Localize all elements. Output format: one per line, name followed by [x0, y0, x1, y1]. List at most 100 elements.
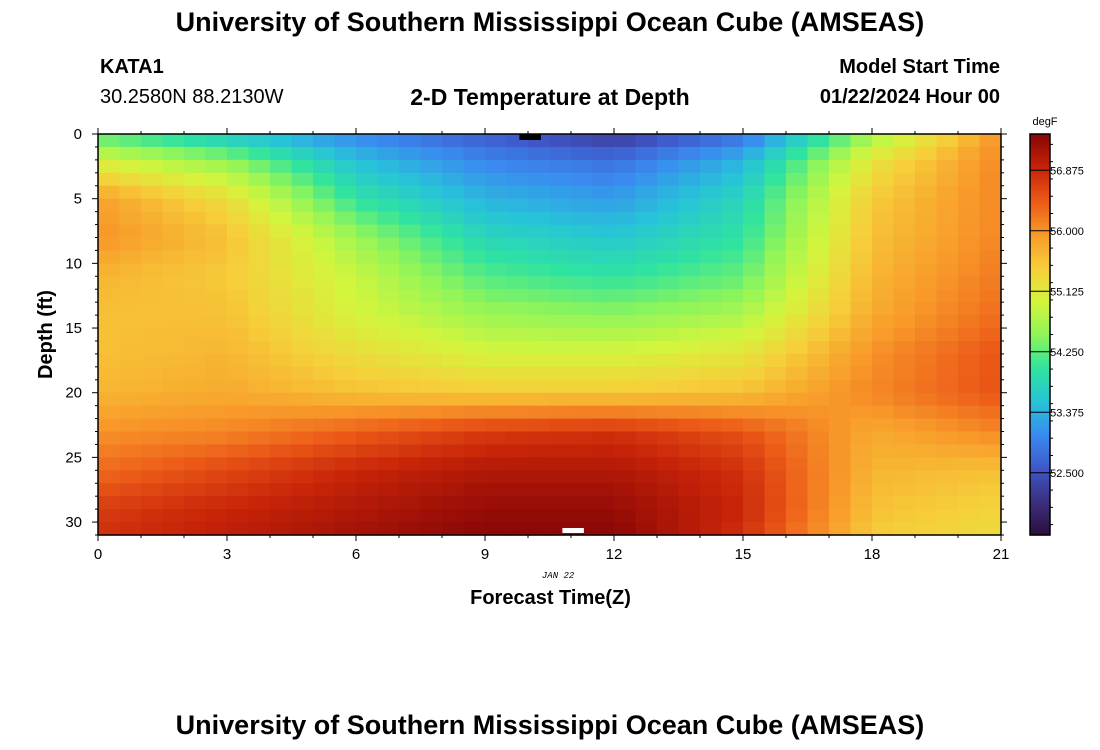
heatmap-cell — [958, 509, 981, 523]
heatmap-cell — [356, 405, 379, 420]
heatmap-cell — [786, 263, 809, 277]
surface-marker — [519, 134, 541, 140]
heatmap-cell — [205, 470, 228, 484]
heatmap-cell — [248, 483, 271, 497]
heatmap-cell — [807, 405, 830, 420]
heatmap-cell — [162, 159, 185, 174]
heatmap-cell — [205, 211, 228, 226]
colorbar-segment — [1030, 360, 1050, 364]
heatmap-cell — [141, 172, 164, 187]
colorbar-segment — [1030, 384, 1050, 388]
heatmap-cell — [205, 315, 228, 329]
heatmap-cell — [958, 289, 981, 303]
heatmap-cell — [98, 237, 121, 252]
heatmap-cell — [334, 276, 357, 290]
heatmap-cell — [721, 418, 744, 433]
colorbar-segment — [1030, 208, 1050, 211]
heatmap-cell — [743, 509, 766, 523]
heatmap-cell — [958, 185, 981, 200]
heatmap-cell — [463, 250, 486, 264]
heatmap-cell — [571, 509, 594, 523]
heatmap-cell — [377, 405, 400, 420]
heatmap-cell — [377, 496, 400, 510]
heatmap-cell — [979, 457, 1002, 471]
heatmap-cell — [721, 185, 744, 200]
heatmap-cell — [958, 250, 981, 264]
heatmap-cell — [141, 198, 164, 213]
heatmap-cell — [721, 522, 744, 536]
heatmap-cell — [463, 146, 486, 161]
colorbar-segment — [1030, 318, 1050, 322]
heatmap-cell — [442, 328, 465, 342]
colorbar-segment — [1030, 196, 1050, 199]
heatmap-cell — [506, 315, 529, 329]
heatmap-cell — [614, 483, 637, 497]
heatmap-cell — [313, 315, 336, 329]
heatmap-cell — [270, 250, 293, 264]
heatmap-cell — [528, 276, 551, 290]
heatmap-cell — [872, 224, 895, 239]
heatmap-cell — [528, 315, 551, 329]
heatmap-cell — [98, 509, 121, 523]
heatmap-cell — [700, 224, 723, 239]
colorbar-segment — [1030, 320, 1050, 324]
heatmap-cell — [506, 444, 529, 458]
heatmap-cell — [721, 340, 744, 355]
heatmap-cell — [334, 263, 357, 277]
heatmap-cell — [227, 392, 250, 407]
colorbar-segment — [1030, 184, 1050, 187]
heatmap-cell — [829, 224, 852, 239]
colorbar-segment — [1030, 214, 1050, 217]
heatmap-cell — [184, 392, 207, 407]
colorbar-segment — [1030, 240, 1050, 243]
heatmap-cell — [399, 172, 422, 187]
heatmap-cell — [678, 146, 701, 161]
heatmap-cell — [872, 496, 895, 510]
heatmap-cell — [915, 379, 938, 394]
heatmap-cell — [915, 353, 938, 368]
heatmap-cell — [915, 263, 938, 277]
heatmap-cell — [807, 418, 830, 433]
heatmap-cell — [377, 470, 400, 484]
heatmap-cell — [227, 418, 250, 433]
heatmap-cell — [549, 146, 572, 161]
colorbar-segment — [1030, 262, 1050, 265]
heatmap-cell — [227, 444, 250, 458]
heatmap-cell — [420, 522, 443, 536]
heatmap-cell — [356, 431, 379, 446]
colorbar-tick-label: 55.125 — [1050, 286, 1084, 298]
y-tick-label: 10 — [65, 255, 82, 272]
heatmap-cell — [291, 353, 314, 368]
heatmap-cell — [356, 509, 379, 523]
heatmap-cell — [377, 328, 400, 342]
heatmap-cell — [764, 470, 787, 484]
heatmap-cell — [528, 457, 551, 471]
heatmap-cell — [119, 224, 142, 239]
colorbar-segment — [1030, 336, 1050, 340]
colorbar-segment — [1030, 408, 1050, 412]
heatmap-cell — [549, 392, 572, 407]
heatmap-cell — [399, 237, 422, 252]
heatmap-cell — [635, 340, 658, 355]
heatmap-cell — [463, 496, 486, 510]
heatmap-cell — [463, 172, 486, 187]
heatmap-cell — [764, 315, 787, 329]
heatmap-cell — [915, 315, 938, 329]
colorbar-segment — [1030, 264, 1050, 267]
heatmap-cell — [420, 496, 443, 510]
heatmap-cell — [571, 250, 594, 264]
heatmap-cell — [893, 470, 916, 484]
heatmap-cell — [227, 289, 250, 303]
heatmap-cell — [979, 263, 1002, 277]
colorbar-segment — [1030, 518, 1050, 522]
heatmap-cell — [420, 250, 443, 264]
heatmap-cell — [463, 457, 486, 471]
heatmap-cell — [743, 340, 766, 355]
heatmap-cell — [248, 328, 271, 342]
heatmap-cell — [678, 237, 701, 252]
heatmap-cell — [721, 172, 744, 187]
colorbar-segment — [1030, 308, 1050, 312]
heatmap-cell — [485, 289, 508, 303]
heatmap-cell — [119, 302, 142, 316]
